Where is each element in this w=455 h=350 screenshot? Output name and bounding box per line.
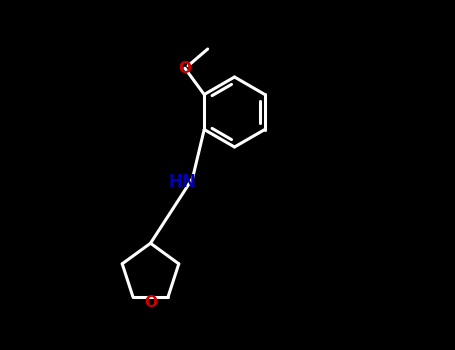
Text: HN: HN: [168, 173, 196, 191]
Text: O: O: [144, 295, 157, 310]
Text: O: O: [178, 61, 192, 76]
